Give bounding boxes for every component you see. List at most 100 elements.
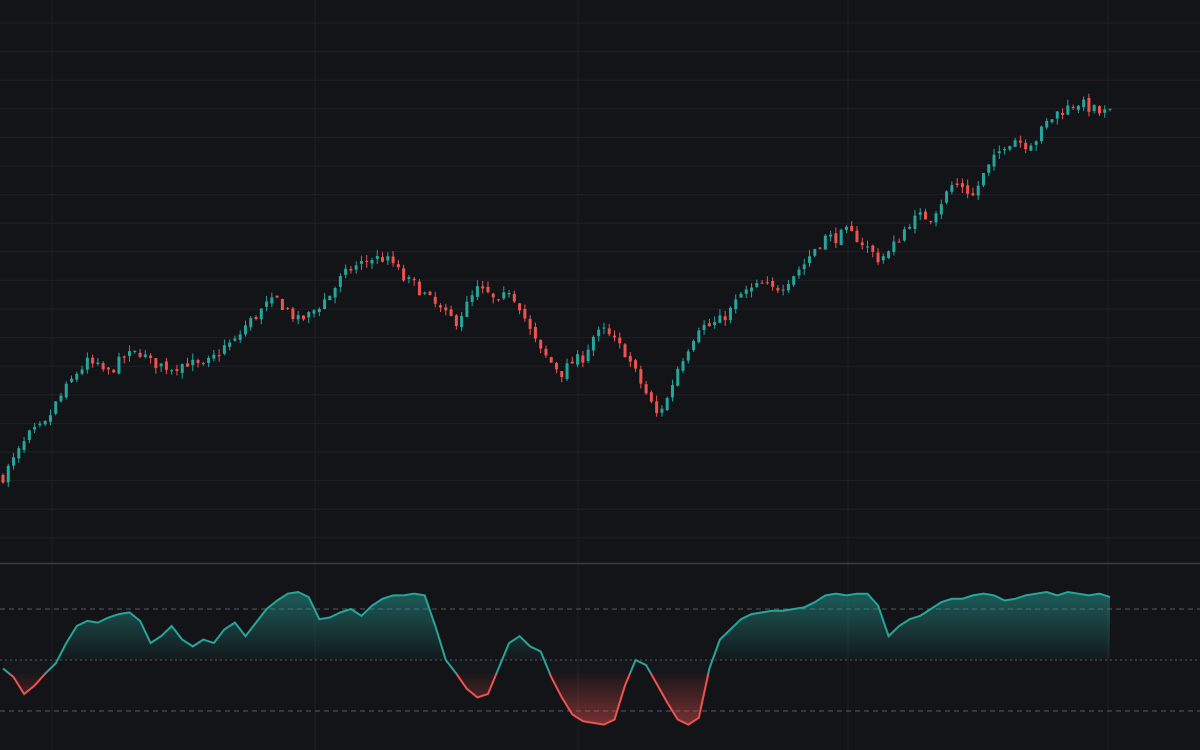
candle: [692, 339, 696, 352]
candle: [186, 357, 189, 367]
candle: [149, 353, 153, 364]
candle-body: [22, 441, 26, 451]
candle: [91, 354, 95, 368]
candle: [939, 199, 943, 220]
candle-body: [323, 299, 327, 310]
candle: [254, 315, 258, 321]
candle-body: [159, 363, 163, 367]
candle-body: [692, 340, 696, 351]
candle: [813, 248, 817, 258]
candle-body: [1, 475, 5, 483]
candle-body: [407, 277, 411, 280]
candle: [576, 350, 580, 368]
candle-body: [439, 305, 443, 308]
candle-body: [939, 204, 943, 215]
candle: [344, 264, 348, 279]
candle: [307, 311, 311, 324]
candle-body: [286, 308, 290, 310]
candle: [507, 290, 511, 298]
candle-body: [976, 185, 980, 196]
candle: [892, 235, 896, 256]
candle-body: [317, 308, 321, 313]
candle-body: [950, 185, 954, 192]
candle-body: [354, 265, 358, 270]
candle: [586, 344, 590, 364]
oscillator-area-above: [3, 592, 1110, 673]
candle-body: [850, 226, 854, 232]
candle-body: [702, 324, 706, 331]
candle: [1055, 111, 1059, 125]
candle: [739, 291, 743, 298]
candle-body: [275, 295, 279, 298]
candle-body: [913, 215, 917, 229]
candle-body: [359, 260, 363, 264]
candle-body: [280, 299, 284, 311]
candle-body: [533, 326, 537, 339]
candle-body: [855, 230, 859, 243]
candle: [27, 429, 31, 444]
candle: [291, 306, 295, 322]
candle-body: [1024, 142, 1028, 150]
candle-body: [902, 229, 906, 241]
candle-body: [444, 307, 448, 311]
candle: [391, 251, 395, 267]
candle: [75, 371, 79, 383]
candle: [423, 291, 427, 295]
candle: [12, 452, 16, 470]
candle: [934, 211, 938, 227]
candle: [1024, 139, 1028, 154]
candle: [555, 361, 558, 374]
candle: [871, 244, 875, 258]
candle-body: [212, 354, 216, 359]
oscillator-line-below: [6, 673, 710, 726]
candle: [981, 172, 985, 188]
candle-body: [196, 360, 200, 363]
candle: [512, 290, 516, 303]
candle: [1092, 104, 1096, 114]
candle: [992, 148, 996, 171]
candle: [412, 276, 416, 286]
candle-body: [1018, 140, 1022, 143]
candle-body: [881, 256, 885, 261]
candle: [502, 286, 506, 301]
candle-body: [660, 408, 664, 413]
candle-body: [1103, 109, 1107, 113]
candle-body: [892, 241, 896, 253]
candle: [217, 349, 221, 362]
candle: [280, 298, 284, 311]
candle-body: [992, 154, 996, 167]
candle-body: [591, 336, 595, 351]
candle-body: [612, 335, 616, 338]
candle-body: [423, 292, 427, 294]
candle-body: [291, 308, 295, 320]
candle-body: [1087, 97, 1091, 112]
candle-body: [270, 297, 274, 304]
candle: [486, 281, 490, 294]
candle: [1, 473, 5, 484]
candle: [697, 327, 701, 344]
candle-body: [539, 339, 543, 349]
candle: [1034, 140, 1038, 151]
candle: [191, 353, 195, 372]
candle-body: [175, 369, 179, 371]
candle: [518, 302, 522, 315]
candle: [549, 356, 553, 363]
candle-body: [718, 315, 722, 323]
candle-body: [64, 383, 68, 398]
candle: [670, 379, 674, 402]
candle-body: [665, 397, 669, 411]
candle-body: [786, 283, 790, 291]
candle: [238, 330, 242, 344]
candle: [844, 225, 848, 234]
candle: [286, 306, 290, 311]
candle-body: [581, 355, 585, 363]
candle: [117, 352, 121, 375]
candle-body: [966, 185, 970, 194]
candle-body: [728, 307, 732, 320]
candle: [523, 304, 527, 322]
candle: [259, 308, 263, 325]
candle: [359, 255, 363, 270]
candle: [718, 309, 722, 324]
candle-body: [449, 309, 453, 316]
